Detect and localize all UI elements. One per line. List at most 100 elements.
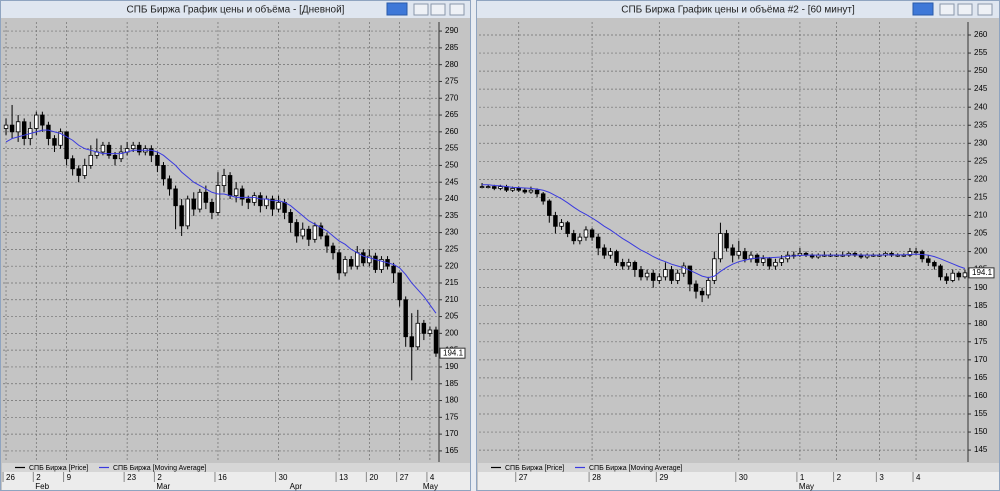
x-tick-label: 29 [659,473,668,482]
candle-body [21,121,27,139]
moving-average-line [5,129,437,314]
window-title: СПБ Биржа График цены и объёма - [Дневно… [127,4,345,16]
x-tick-label: 28 [592,473,601,482]
candle-body [932,261,937,267]
candle-body [433,329,439,354]
candle-body [100,144,106,153]
legend-label: СПБ Биржа [Price] [29,465,88,472]
candle-body [614,251,619,263]
candle-body [528,189,534,193]
candle-body [626,261,631,267]
candle-body [718,233,723,260]
x-tick-label: 27 [400,473,409,482]
candle-body [118,151,124,160]
x-tick-label: 9 [67,473,72,482]
candle-body [602,247,607,256]
y-tick-label: 245 [445,177,459,186]
candle-body [52,138,57,146]
candle-body [895,254,900,257]
last-price-box [439,347,466,359]
x-tick-label: 2 [157,473,162,482]
x-tick-label: 13 [339,473,348,482]
legend-bar [478,463,999,472]
candle-body [589,229,595,238]
candle-body [379,259,384,270]
candle-body [681,265,687,274]
candle-body [675,272,680,281]
candle-body [137,144,142,153]
x-tick-label: 4 [916,473,921,482]
candle-body [632,261,638,271]
candle-body [312,225,318,240]
candle-body [355,252,360,267]
y-tick-label: 200 [974,247,988,256]
candle-body [348,259,354,267]
candle-body [498,186,503,189]
candle-body [155,154,160,166]
candle-body [779,258,784,263]
candle-body [901,254,907,257]
candle-body [58,131,63,146]
candle-body [342,259,348,274]
candle-body [479,186,485,188]
x-tick-label: 3 [879,473,884,482]
minimize-button[interactable] [413,3,429,16]
candle-body [361,252,366,264]
y-tick-label: 170 [445,429,459,438]
close-button[interactable] [449,3,465,16]
candle-body [644,272,650,278]
maximize-button[interactable] [957,3,973,16]
y-tick-label: 285 [445,43,459,52]
x-axis-bar [478,472,999,490]
candle-body [203,191,209,203]
candle-body [705,280,711,296]
candle-body [516,187,521,191]
y-tick-label: 260 [974,30,988,39]
candle-body [540,193,546,202]
minimize-button[interactable] [939,3,955,16]
candle-body [754,254,760,263]
pin-button[interactable] [912,2,934,16]
candle-body [583,229,589,238]
candle-body [3,124,9,129]
close-button[interactable] [977,3,993,16]
candle-body [9,124,15,133]
y-tick-label: 150 [974,427,988,436]
maximize-button[interactable] [430,3,446,16]
month-label: May [423,482,438,491]
y-tick-label: 200 [445,328,459,337]
candle-body [270,198,275,210]
candle-body [571,233,576,242]
last-price-label: 194.1 [443,348,464,357]
candle-body [724,233,729,249]
legend-label: СПБ Биржа [Moving Average] [113,465,207,472]
candle-body [15,121,21,133]
pin-button[interactable] [386,2,408,16]
candle-body [663,269,668,278]
candle-body [773,261,778,267]
month-label: Mar [156,482,170,491]
candle-body [221,175,227,186]
y-tick-label: 240 [445,194,459,203]
candle-body [367,255,372,264]
y-tick-label: 160 [974,391,988,400]
candle-body [742,251,748,260]
candle-body [620,261,625,267]
candle-body [227,175,233,197]
candle-body [34,114,39,129]
candle-body [324,235,330,247]
candle-body [559,222,564,227]
candle-body [950,272,955,281]
candle-body [252,195,257,203]
candle-body [76,168,81,176]
candle-body [553,215,558,227]
candle-body [415,322,421,348]
candle-body [669,269,674,281]
candle-body [300,228,305,237]
candle-body [712,258,717,281]
candle-body [938,265,943,278]
x-tick-label: 16 [218,473,227,482]
candle-body [167,178,172,190]
